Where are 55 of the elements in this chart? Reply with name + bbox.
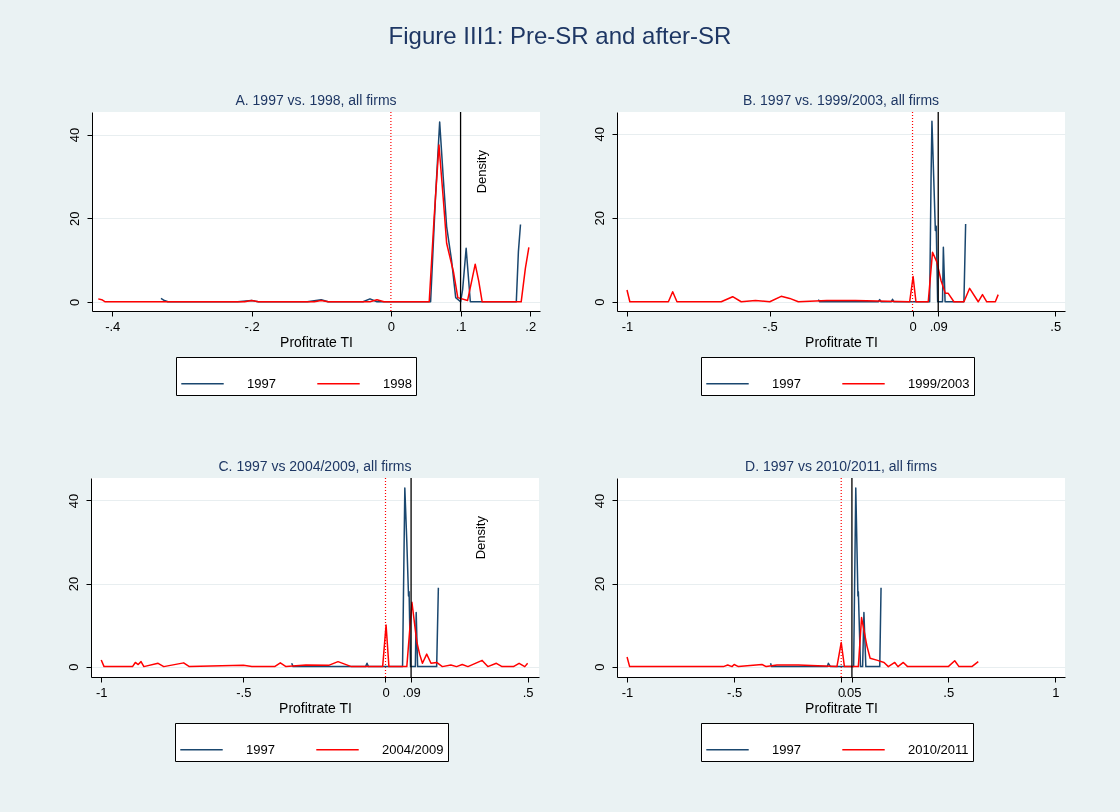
line-series [817, 120, 967, 303]
y-tick-label: 0 [66, 298, 82, 306]
chart-title: A. 1997 vs. 1998, all firms [235, 92, 397, 108]
x-tick-label: .09 [929, 318, 948, 334]
x-tick-label: 0 [382, 684, 390, 700]
x-tick-label: .05 [843, 684, 862, 700]
x-axis-title: Profitrate TI [805, 699, 878, 716]
x-axis-title: Profitrate TI [805, 333, 878, 350]
x-tick-label: -.5 [236, 684, 252, 700]
annotation: Density [473, 149, 489, 194]
x-tick-label: .5 [1050, 318, 1062, 334]
legend-label: 2004/2009 [382, 741, 444, 757]
x-tick-label: .1 [455, 318, 467, 334]
x-tick-label: 0 [838, 684, 846, 700]
x-tick-label: -1 [95, 684, 108, 700]
line-series [769, 487, 882, 668]
y-tick-label: 40 [591, 493, 607, 509]
y-tick-label: 0 [65, 663, 81, 671]
y-tick-label: 40 [66, 127, 82, 143]
y-tick-label: 0 [591, 298, 607, 306]
legend-label: 2010/2011 [908, 741, 969, 757]
x-tick-label: 1 [1052, 684, 1060, 700]
y-tick-label: 20 [591, 576, 607, 592]
x-tick-label: -1 [621, 318, 634, 334]
x-axis-title: Profitrate TI [279, 699, 352, 716]
x-tick-label: 0 [909, 318, 917, 334]
text: Figure III1: Pre-SR and after-SR [387, 22, 733, 50]
x-tick-label: -1 [621, 684, 634, 700]
chart-title: D. 1997 vs 2010/2011, all firms [745, 458, 937, 474]
x-tick-label: .2 [525, 318, 537, 334]
legend-label: 1997 [772, 741, 801, 757]
y-tick-label: 20 [591, 211, 607, 226]
legend-label: 1998 [383, 375, 412, 391]
y-tick-label: 20 [66, 211, 82, 226]
legend-label: 1997 [247, 375, 276, 391]
y-tick-label: 0 [591, 663, 607, 671]
chart-title: B. 1997 vs. 1999/2003, all firms [742, 92, 940, 108]
y-tick-label: 40 [591, 127, 607, 142]
x-tick-label: .5 [522, 684, 534, 700]
x-tick-label: -.5 [762, 318, 778, 334]
y-tick-label: 40 [65, 493, 81, 509]
x-tick-label: -.5 [727, 684, 743, 700]
x-tick-label: .09 [402, 684, 421, 700]
annotation: Density [472, 515, 488, 560]
y-tick-label: 20 [65, 576, 81, 592]
x-axis-title: Profitrate TI [280, 333, 353, 350]
x-tick-label: 0 [387, 318, 396, 334]
legend-label: 1997 [246, 741, 275, 757]
x-tick-label: .5 [943, 684, 955, 700]
x-tick-label: -.2 [244, 318, 260, 334]
line-series [290, 487, 440, 668]
chart-title: C. 1997 vs 2004/2009, all firms [218, 458, 412, 474]
x-tick-label: -.4 [105, 318, 121, 334]
legend-label: 1999/2003 [908, 375, 970, 391]
legend-label: 1997 [772, 375, 801, 391]
